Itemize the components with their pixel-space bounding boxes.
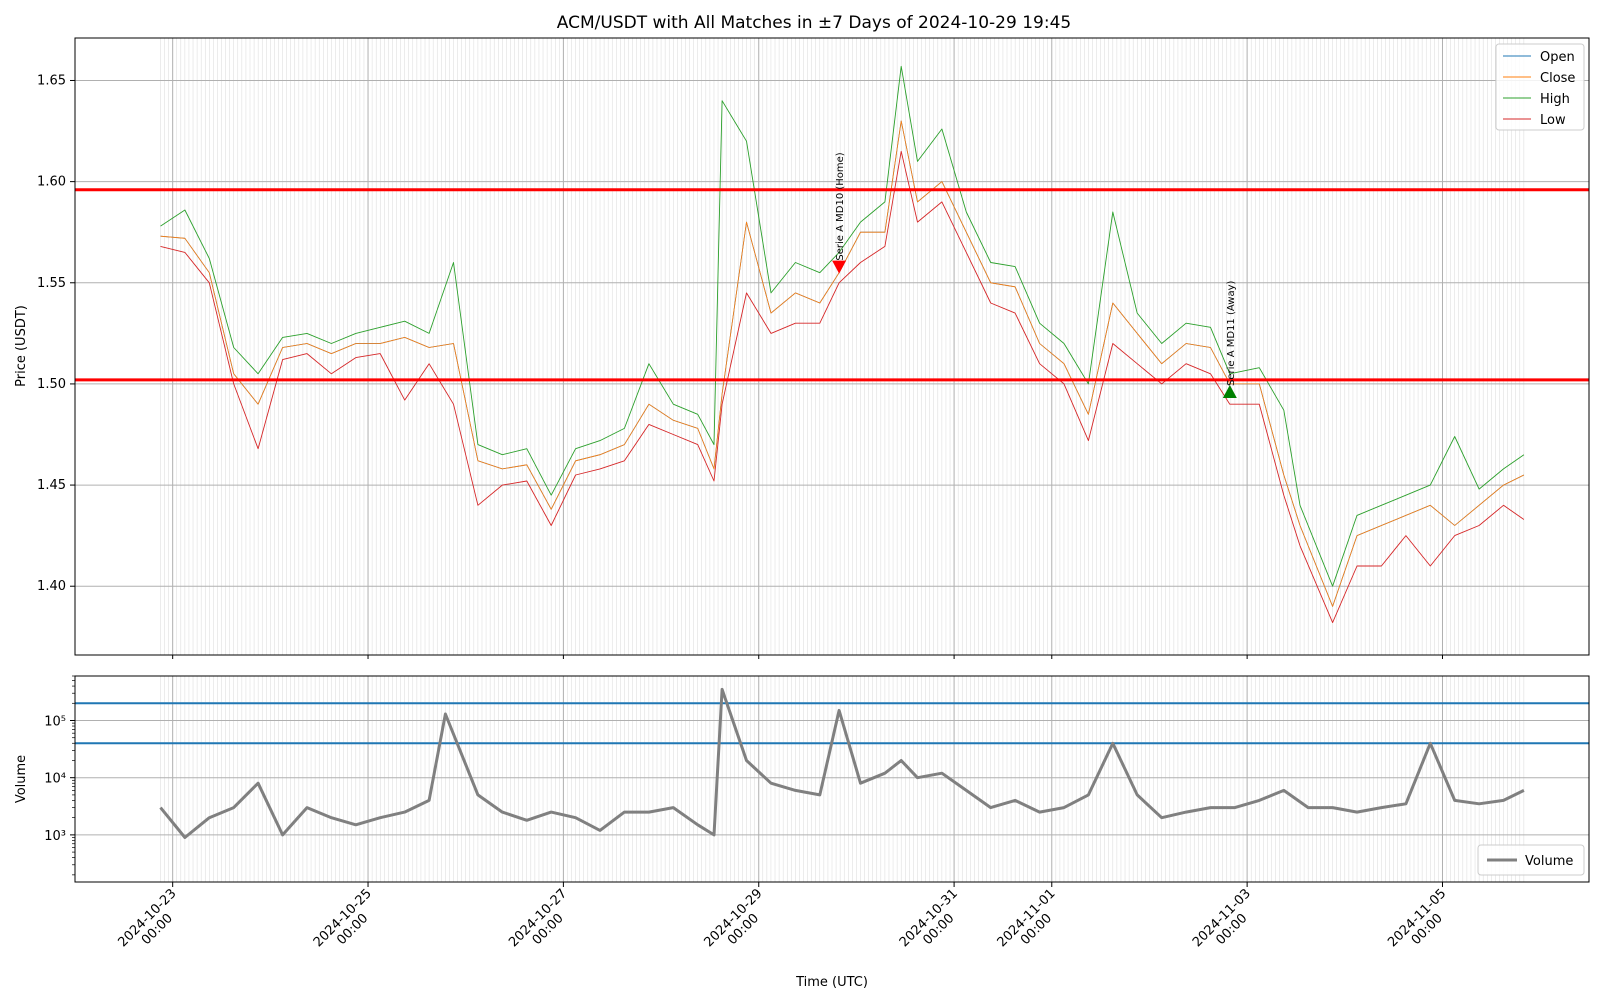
home-match-marker [832,260,847,274]
away-match-marker [1222,385,1237,399]
volume-y-tick-label: 10⁵ [44,715,66,730]
volume-plot-frame [74,675,1590,883]
match-annotation-label: Serie A MD10 (Home) [835,152,846,260]
price-y-tick-label: 1.55 [37,276,66,291]
volume-y-ticks: 10³ 10⁴ 10⁵ [44,675,75,876]
legend-label-high: High [1540,92,1570,107]
volume-legend: Volume [1477,844,1585,876]
price-horizontal-lines [75,188,1589,382]
series-high-line [160,65,1525,587]
volume-series [159,687,1525,839]
price-y-tick-label: 1.45 [37,478,66,493]
volume-grid [75,676,1589,882]
price-y-tick-label: 1.40 [37,579,66,594]
match-annotation-label: Serie A MD11 (Away) [1226,280,1237,386]
match-annotations: Serie A MD10 (Home) Serie A MD11 (Away) [832,152,1237,399]
series-low-line [160,150,1525,624]
price-y-ticks: 1.40 1.45 1.50 1.55 1.60 1.65 [37,73,75,594]
price-legend: Open Close High Low [1495,43,1585,131]
price-y-tick-label: 1.50 [37,377,66,392]
price-y-axis-label: Price (USDT) [14,305,29,387]
volume-line [159,687,1525,839]
volume-legend-label: Volume [1525,854,1573,869]
volume-y-axis-label: Volume [14,755,29,803]
price-plot-frame [74,37,1590,656]
price-grid [75,38,1589,655]
legend-label-open: Open [1540,50,1575,65]
legend-label-low: Low [1540,113,1566,128]
x-axis-label: Time (UTC) [795,975,868,990]
volume-y-tick-label: 10⁴ [44,772,66,787]
chart-title: ACM/USDT with All Matches in ±7 Days of … [557,13,1071,33]
price-y-tick-label: 1.65 [37,73,66,88]
price-y-tick-label: 1.60 [37,175,66,190]
legend-label-close: Close [1540,71,1575,86]
volume-y-tick-label: 10³ [44,829,66,844]
